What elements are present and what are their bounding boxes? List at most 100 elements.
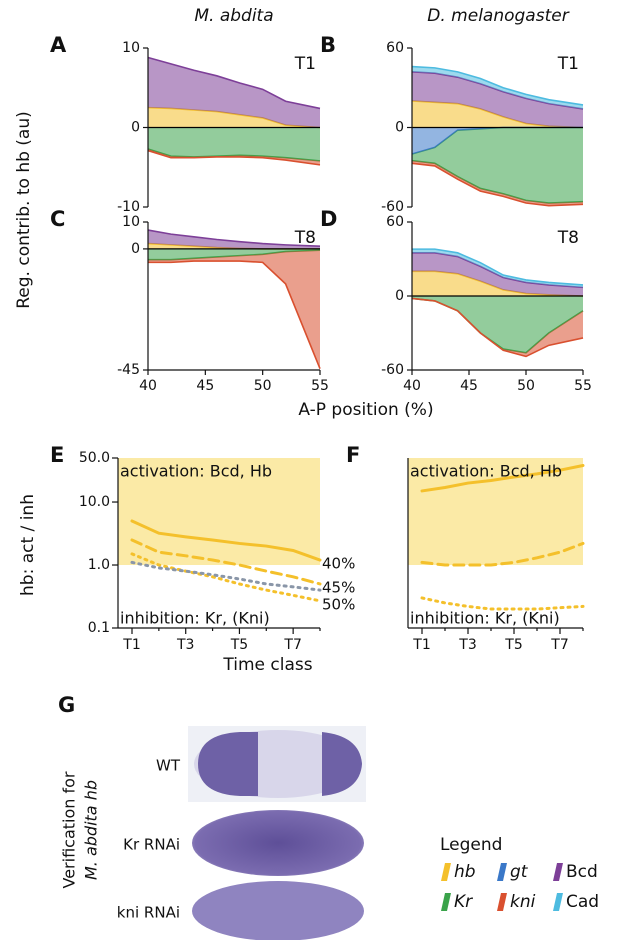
line [420,464,585,493]
area [412,127,583,204]
area-edge [148,260,321,369]
stripe [322,732,362,796]
legend-label: Cad [566,892,599,912]
annotation: T8 [557,228,579,248]
legend-title: Legend [440,835,502,855]
area [148,57,320,128]
y-tick-label: 0 [395,120,404,136]
area-edge [147,149,321,166]
legend-swatch [497,893,507,911]
y-tick-label: -60 [381,362,404,378]
panel-label: A [50,33,67,57]
area [148,250,320,369]
y-tick-label: -60 [381,199,404,215]
x-tick-label: T1 [122,637,140,653]
line [130,538,322,586]
x-tick-label: 40 [403,378,421,394]
x-tick-label: T3 [176,637,194,653]
series-label: 40% [322,555,355,573]
line [420,541,585,567]
x-tick-label: 40 [139,378,157,394]
y-tick-label: 10 [122,214,140,230]
area [148,248,320,260]
line [420,596,585,611]
panel-title: Verification for [60,771,79,888]
x-tick-label: 50 [517,378,535,394]
area-edge [411,297,584,358]
area-edge [147,229,321,248]
area-edge [411,162,584,207]
area [412,271,583,296]
y-tick-label: 60 [386,40,404,56]
y-tick-label: 10 [122,40,140,56]
x-tick-label: 45 [460,378,478,394]
annotation: T8 [294,228,316,248]
legend-swatch [441,863,451,881]
area [412,71,583,128]
legend-label: Kr [454,892,473,912]
x-axis-label: A-P position (%) [298,400,433,420]
annotation: inhibition: Kr, (Kni) [410,609,560,628]
embryo [192,881,364,940]
stripe [198,732,258,796]
row-label: kni RNAi [117,904,180,922]
area [412,127,583,154]
legend-label: kni [510,892,536,912]
x-tick-label: T1 [412,637,430,653]
annotation: inhibition: Kr, (Kni) [120,609,270,628]
column-title: D. melanogaster [427,6,569,26]
y-tick-label: 50.0 [79,450,110,466]
embryo [192,810,364,876]
panel-title: M. abdita hb [82,780,101,880]
legend-label: gt [510,862,529,882]
area [412,298,583,357]
y-axis-label: hb: act / inh [18,494,38,596]
x-tick-label: 45 [196,378,214,394]
x-tick-label: T7 [550,637,568,653]
y-tick-label: 60 [386,214,404,230]
x-tick-label: 50 [254,378,272,394]
annotation: activation: Bcd, Hb [120,462,272,481]
row-label: WT [156,757,181,775]
panel-label: D [320,207,337,231]
panel-label: F [346,443,360,467]
x-tick-label: 55 [311,378,329,394]
area [412,101,583,128]
x-tick-label: T5 [504,637,522,653]
area [148,230,320,249]
legend-swatch [553,863,563,881]
y-tick-label: -10 [117,199,140,215]
series-label: 45% [322,578,355,596]
legend-label: Bcd [566,862,598,882]
y-axis-label: Reg. contrib. to hb (au) [14,111,34,309]
shaded-band [118,458,320,566]
x-tick-label: T5 [230,637,248,653]
area [148,127,320,161]
area [148,243,320,249]
x-tick-label: T7 [283,637,301,653]
annotation: T1 [557,54,579,74]
area-edge [411,65,584,106]
legend-swatch [497,863,507,881]
embryo-images [188,726,366,940]
row-label: Kr RNAi [123,836,180,854]
area [412,296,583,353]
y-tick-label: 0 [395,288,404,304]
series-label: 50% [322,595,355,613]
legend-label: hb [454,862,476,882]
x-tick-label: 55 [574,378,592,394]
annotation: T1 [294,54,316,74]
panel-label: B [320,33,336,57]
annotation: activation: Bcd, Hb [410,462,562,481]
panel-label: E [50,443,64,467]
panel-label: G [58,693,75,717]
y-tick-label: 0 [131,241,140,257]
area-edge [412,248,584,286]
panel-label: C [50,207,65,231]
y-tick-label: 0 [131,120,140,136]
column-title: M. abdita [194,6,273,26]
legend-swatch [441,893,451,911]
shaded-band [408,458,583,566]
y-tick-label: 10.0 [79,494,110,510]
